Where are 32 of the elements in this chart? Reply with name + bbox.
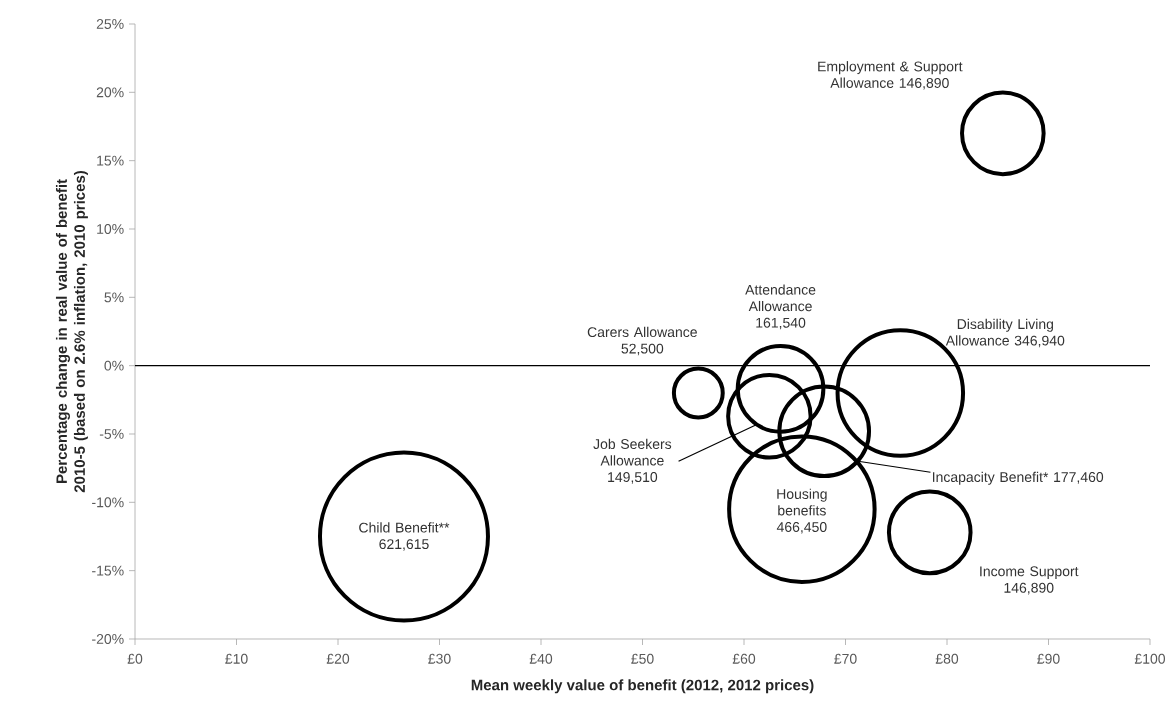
annotation: Employment & Support Allowance 146,890	[818, 61, 963, 90]
x-tick-label: £30	[428, 653, 451, 664]
annotation: Incapacity Benefit* 177,460	[932, 471, 1104, 485]
x-tick-label: £50	[631, 653, 654, 664]
x-tick-label: £60	[732, 653, 756, 664]
x-tick-label: £80	[935, 653, 959, 664]
x-tick-label: £0	[127, 653, 143, 664]
y-tick-label: 15%	[97, 155, 124, 166]
x-tick-label: £10	[225, 653, 248, 664]
x-tick-label: £90	[1037, 653, 1060, 664]
annotation: Disability Living Allowance 346,940	[945, 318, 1065, 348]
annotation: Income Support 146,890	[980, 566, 1079, 595]
y-tick-label: -5%	[99, 429, 124, 439]
y-tick-label: 25%	[96, 19, 124, 29]
annotation: Child Benefit** 621,615	[359, 522, 450, 551]
annotation: Attendance Allowance 161,540	[745, 284, 816, 330]
x-tick-label: £70	[834, 653, 857, 664]
y-tick-label: 10%	[97, 224, 124, 234]
y-tick-label: -15%	[92, 565, 124, 576]
y-axis-title: Percentage change in real value of benefit 2010-5 (based on 2.6% inflation, 2010 prices)	[55, 170, 88, 493]
x-tick-label: £40	[529, 653, 553, 664]
x-axis-title: Mean weekly value of benefit (2012, 2012 prices)	[471, 679, 814, 694]
annotation: Job Seekers Allowance 149,510	[593, 438, 672, 484]
x-tick-label: £20	[326, 653, 350, 664]
annotation: Carers Allowance 52,500	[587, 326, 697, 356]
annotation: Housing benefits 466,450	[776, 488, 827, 534]
y-tick-label: 20%	[96, 87, 124, 98]
y-tick-label: 0%	[104, 360, 124, 371]
x-tick-label: £100	[1134, 653, 1166, 664]
y-tick-label: -20%	[92, 634, 124, 644]
y-tick-label: -10%	[92, 497, 124, 508]
y-tick-label: 5%	[104, 292, 124, 303]
